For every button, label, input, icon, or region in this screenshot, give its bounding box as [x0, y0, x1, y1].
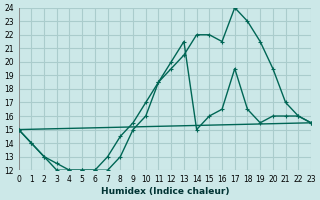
- X-axis label: Humidex (Indice chaleur): Humidex (Indice chaleur): [100, 187, 229, 196]
